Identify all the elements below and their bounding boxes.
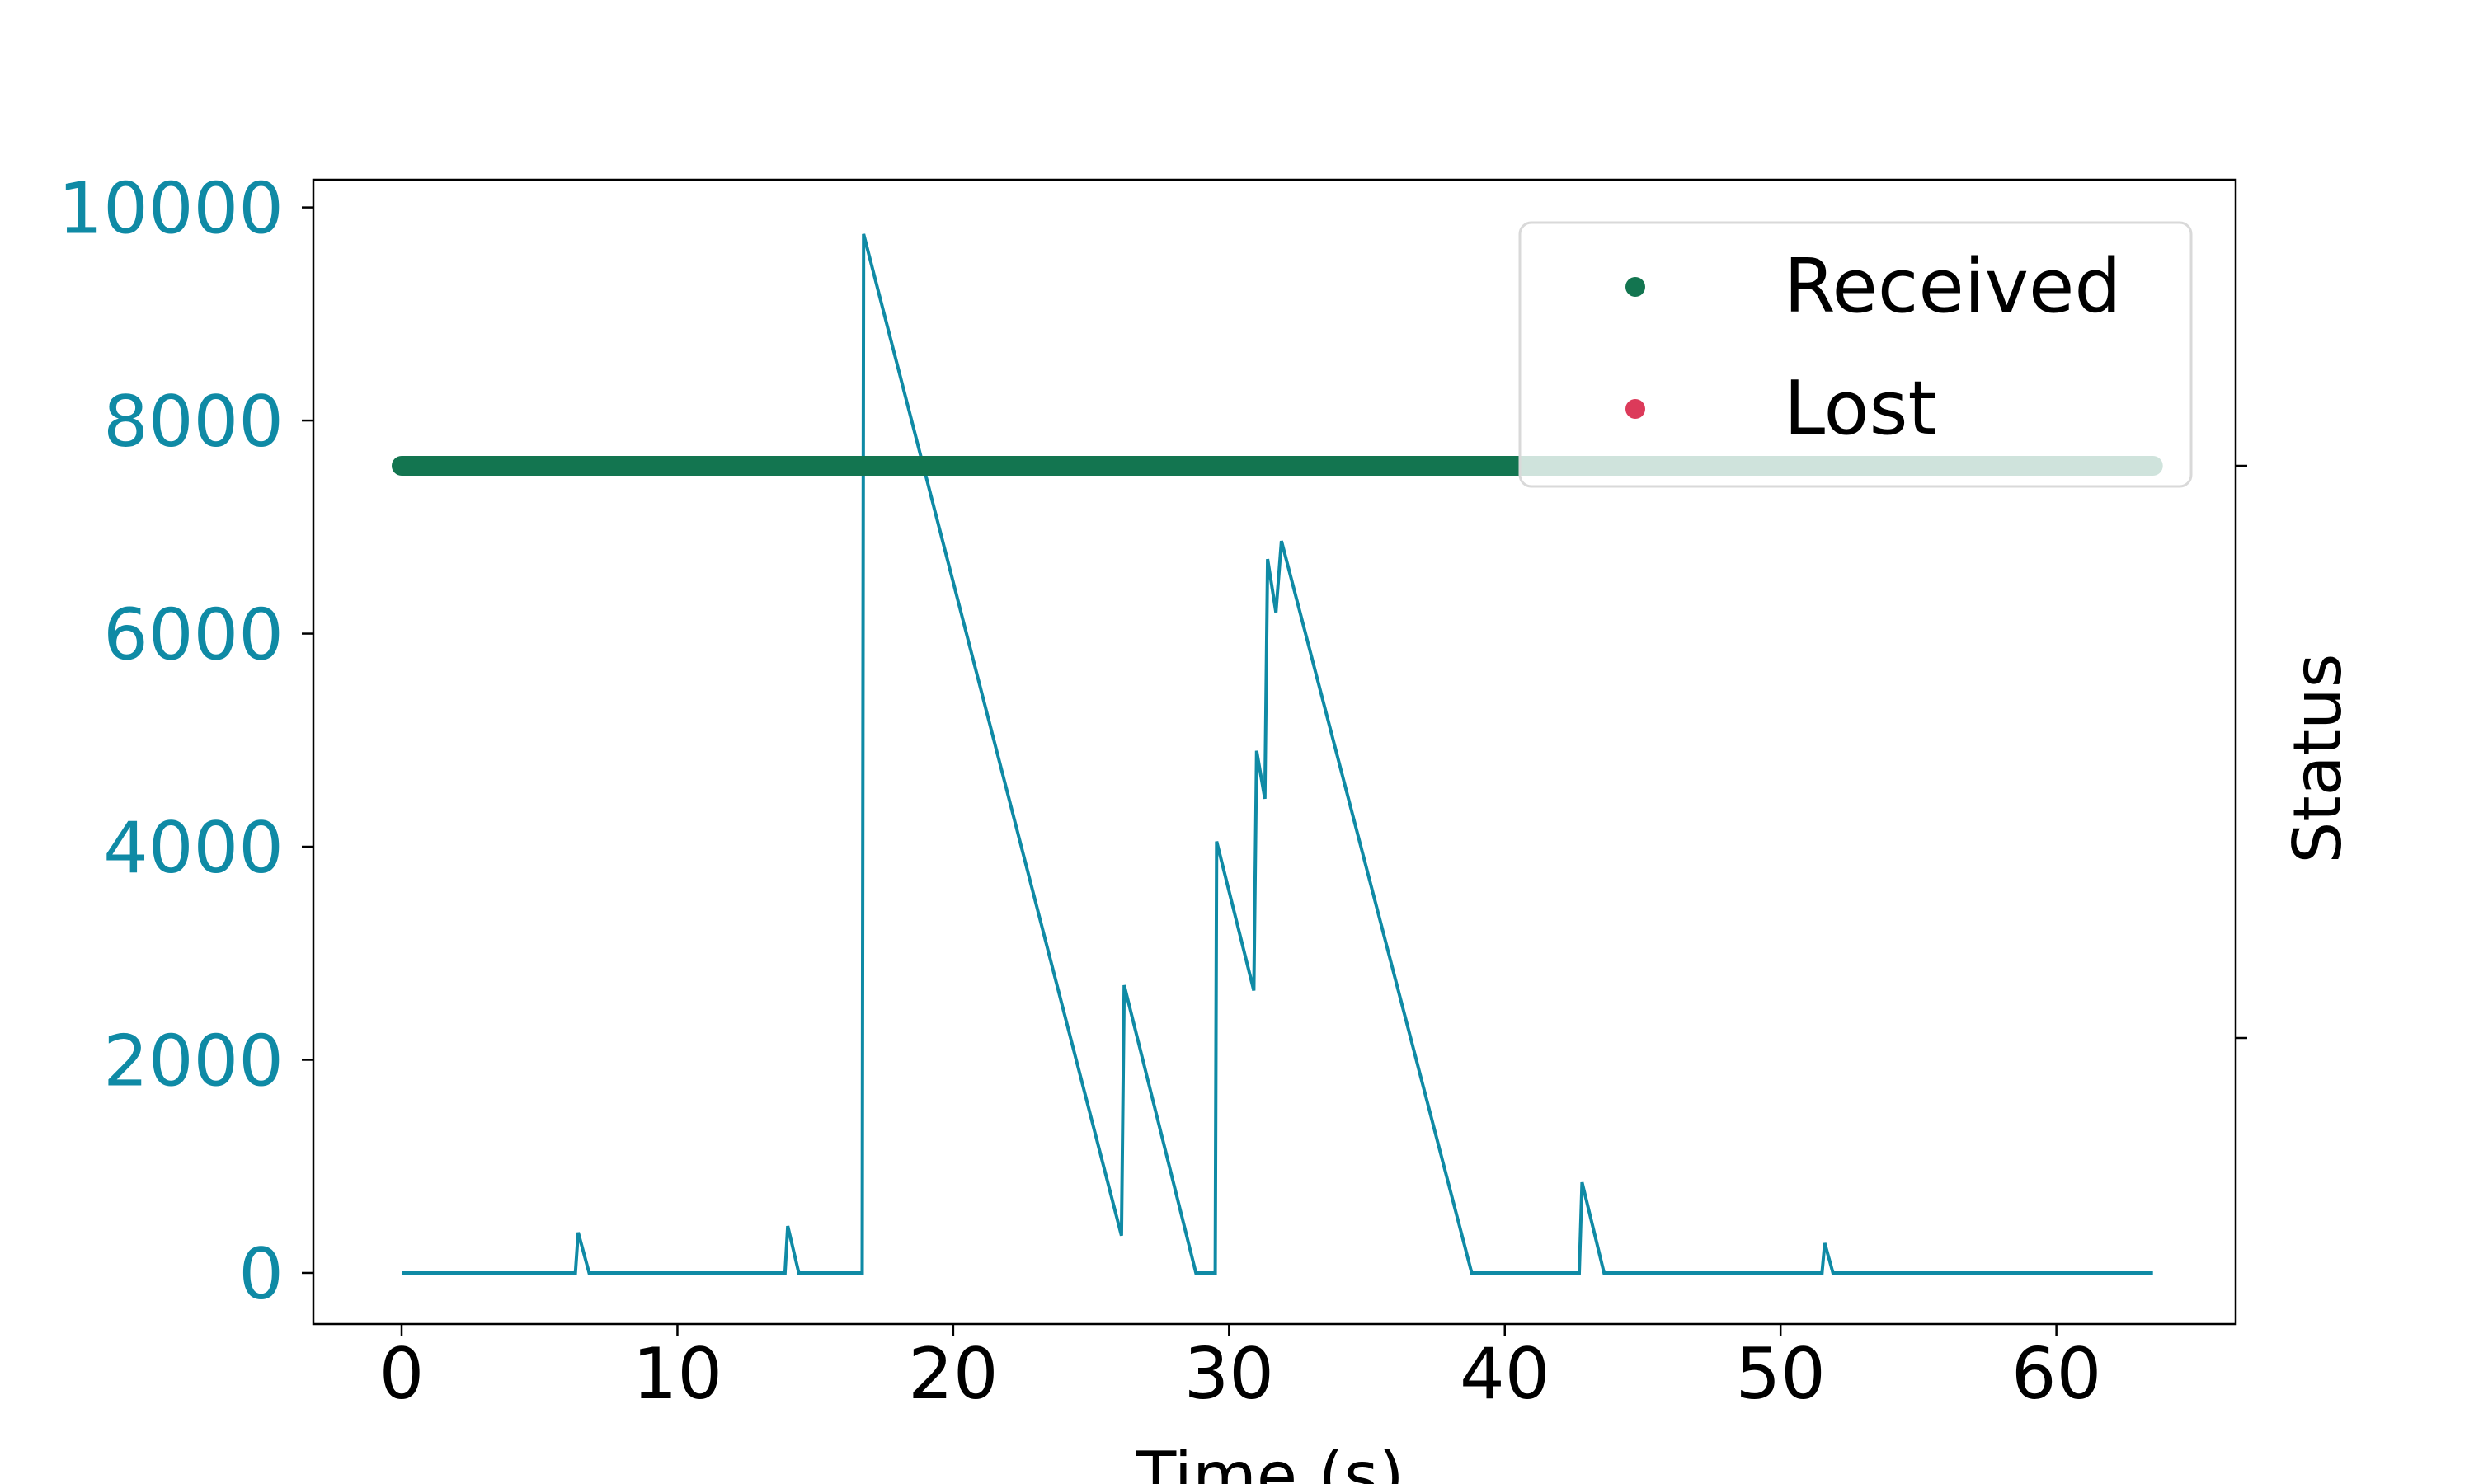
y-tick-label-2000: 2000 [103,1020,284,1102]
y-tick-label-10000: 10000 [58,168,284,251]
y-tick-label-8000: 8000 [103,381,284,463]
x-tick-label-20: 20 [908,1333,998,1416]
y-tick-label-4000: 4000 [103,807,284,890]
right-axis-label: Status [2279,654,2356,864]
legend-label-received: Received [1784,243,2121,330]
legend-box [1518,221,2193,488]
plot-frame [312,178,2237,1326]
legend-label-lost: Lost [1784,365,1937,452]
legend-marker-lost [1625,399,1645,419]
x-tick-label-0: 0 [379,1333,425,1416]
axes-layer: 0 10 20 30 40 50 60 0 2000 4000 6000 8000 10000 [58,168,2247,1416]
x-tick-label-30: 30 [1184,1333,1274,1416]
legend-marker-received [1625,277,1645,297]
rate-series-line [402,233,2153,1275]
legend: Received Lost [1518,221,2193,488]
x-tick-label-40: 40 [1460,1333,1550,1416]
y-tick-label-6000: 6000 [103,594,284,677]
x-tick-label-10: 10 [633,1333,722,1416]
x-tick-label-50: 50 [1735,1333,1825,1416]
x-tick-label-60: 60 [2011,1333,2101,1416]
y-tick-label-0: 0 [238,1233,284,1316]
x-axis-label: Time (s) [1135,1438,1404,1484]
